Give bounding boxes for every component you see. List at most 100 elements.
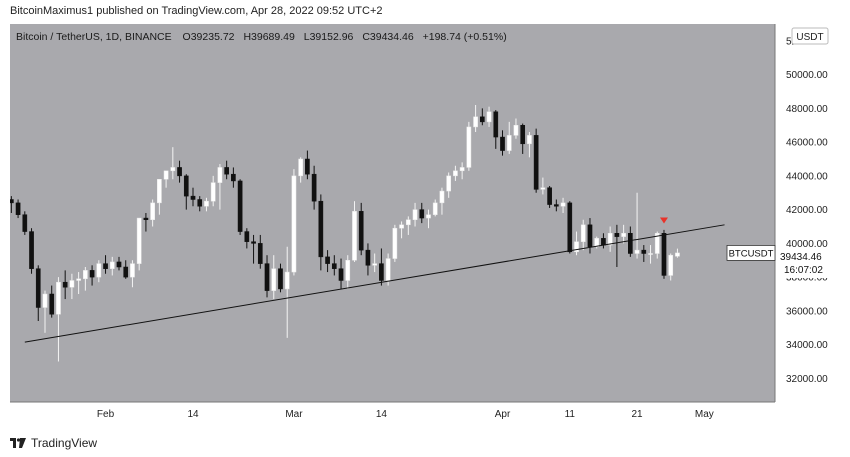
candle-body [210, 182, 216, 202]
candle-body [157, 179, 162, 204]
candle-body [177, 167, 182, 177]
candle-down [231, 167, 236, 188]
candle-down [89, 265, 95, 286]
candle-down [190, 187, 196, 207]
x-tick-label: 14 [187, 409, 199, 420]
candle-down [338, 258, 344, 289]
candle-body [365, 249, 371, 266]
candle-body [136, 217, 142, 264]
x-tick-label: Feb [97, 409, 115, 420]
candle-up [459, 162, 465, 180]
candle-body [648, 253, 653, 255]
open-label: O [183, 31, 191, 43]
candle-down [379, 248, 384, 286]
tradingview-logo-icon [10, 438, 26, 448]
candle-down [500, 130, 505, 156]
candle-body [15, 202, 21, 215]
candle-up [540, 177, 546, 195]
candle-up [607, 226, 613, 252]
candle-up [291, 169, 297, 276]
high-value: 39689.49 [251, 31, 295, 43]
last-price-tag: BTCUSDT 39434.46 16:07:02 [726, 245, 838, 278]
svg-text:Bitcoin / TetherUS, 1D, BINANC: Bitcoin / TetherUS, 1D, BINANCE O39235.7… [16, 31, 507, 43]
candle-body [439, 190, 445, 204]
candle-body [170, 167, 176, 172]
candle-up [426, 209, 431, 229]
candle-body [35, 268, 41, 308]
candle-down [419, 202, 425, 224]
candle-body [345, 260, 351, 281]
y-tick-label: 48000.00 [786, 104, 828, 115]
candle-down [116, 256, 122, 271]
candle-body [305, 158, 310, 175]
candle-up [271, 255, 277, 300]
candle-up [446, 172, 452, 198]
candle-down [365, 243, 371, 276]
x-tick-label: Mar [285, 409, 303, 420]
candle-body [42, 293, 48, 308]
symbol-legend[interactable]: Bitcoin / TetherUS, 1D, BINANCE O39235.7… [16, 31, 507, 43]
candle-up [345, 255, 351, 289]
candle-body [533, 135, 539, 190]
y-tick-label: 50000.00 [786, 70, 828, 81]
candle-up [473, 105, 478, 132]
candle-body [628, 233, 633, 254]
high-label: H [243, 31, 251, 43]
candle-down [224, 160, 229, 180]
candle-down [244, 228, 250, 249]
candle-up [96, 260, 102, 283]
y-tick-label: 38000.00 [786, 273, 828, 284]
candle-body [432, 202, 438, 215]
candle-up [648, 245, 653, 264]
candle-body [661, 233, 667, 276]
candle-up [372, 253, 378, 273]
candle-down [479, 108, 485, 126]
candle-down [553, 199, 559, 212]
candle-body [459, 167, 465, 172]
footer-brand: TradingView [31, 436, 98, 450]
candle-body [587, 224, 593, 247]
candle-body [641, 249, 647, 254]
candle-body [560, 202, 566, 207]
candle-body [574, 241, 579, 253]
time-axis[interactable]: Feb 14 Mar 14 Apr 11 21 May [97, 409, 714, 420]
candle-body [109, 261, 115, 269]
candle-body [358, 211, 364, 251]
chart-area[interactable]: 52000.0050000.0048000.0046000.0044000.00… [9, 24, 838, 426]
candle-up [466, 121, 472, 171]
candle-body [237, 180, 243, 232]
candle-body [224, 167, 229, 175]
candle-body [123, 266, 129, 278]
candle-body [96, 263, 102, 278]
price-axis[interactable]: 52000.0050000.0048000.0046000.0044000.00… [786, 36, 828, 385]
candle-body [325, 256, 330, 264]
candle-body [56, 281, 61, 315]
candle-body [500, 136, 505, 151]
candle-up [42, 290, 48, 333]
candle-up [634, 192, 640, 259]
candle-body [103, 263, 108, 269]
candle-down [567, 201, 573, 254]
candle-down [251, 234, 256, 264]
candle-up [675, 248, 680, 258]
candle-body [318, 200, 324, 258]
candle-up [130, 260, 135, 288]
candle-body [338, 268, 344, 281]
candle-up [399, 221, 404, 239]
candlestick-chart[interactable]: 52000.0050000.0048000.0046000.0044000.00… [9, 24, 838, 426]
candle-body [9, 199, 14, 204]
candle-down [661, 229, 667, 279]
candle-body [83, 270, 88, 280]
x-tick-label: 11 [565, 409, 576, 420]
candle-down [22, 211, 28, 235]
candle-up [83, 267, 88, 291]
candle-down [237, 179, 243, 235]
candle-up [204, 197, 209, 212]
candle-body [540, 187, 546, 190]
currency-badge[interactable]: USDT [791, 27, 829, 45]
candle-down [183, 174, 189, 210]
candle-body [204, 200, 209, 207]
candle-down [311, 165, 317, 210]
candle-up [385, 253, 391, 286]
candle-body [251, 241, 256, 244]
